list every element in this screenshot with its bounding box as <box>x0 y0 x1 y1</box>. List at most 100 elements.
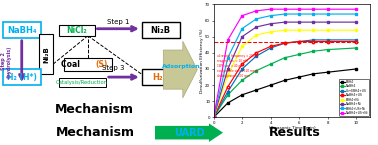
NaBH4+US <box>211 117 216 118</box>
EBH4+Ni <box>311 29 316 31</box>
NaBH4+US+Ni <box>226 39 230 41</box>
NaBH4+US <box>354 41 358 42</box>
Co+EBH4+US <box>226 91 230 93</box>
Text: Step 2
(hydrolysis): Step 2 (hydrolysis) <box>1 45 12 78</box>
Legend: EBH4, NaBH4, Co+EBH4+US, NaBH4+US, EBH4+Ni, NaBH4+Ni, EBH4+US+Ni, NaBH4+US+Ni: EBH4, NaBH4, Co+EBH4+US, NaBH4+US, EBH4+… <box>339 79 369 116</box>
Line: EBH4: EBH4 <box>212 68 358 119</box>
NaBH4+US+Ni <box>311 8 316 10</box>
EBH4 <box>268 84 273 86</box>
EBH4 <box>325 71 330 73</box>
NaBH4+US <box>268 46 273 47</box>
NaBH4+US <box>325 41 330 42</box>
Text: Results: Results <box>269 126 321 139</box>
NaBH4 <box>211 117 216 118</box>
NaBH4+US <box>254 52 259 54</box>
Line: EBH4+US+Ni: EBH4+US+Ni <box>212 13 358 119</box>
Text: (S): (S) <box>95 60 108 69</box>
EBH4 <box>297 76 301 78</box>
NaBH4+US+Ni <box>354 8 358 10</box>
Line: Co+EBH4+US: Co+EBH4+US <box>212 39 358 119</box>
EBH4+Ni <box>297 29 301 31</box>
NaBH4 <box>297 54 301 55</box>
EBH4+US+Ni <box>325 13 330 15</box>
Text: Ni₂B: Ni₂B <box>43 46 49 63</box>
FancyBboxPatch shape <box>142 22 180 38</box>
Line: NaBH4: NaBH4 <box>212 47 358 119</box>
Text: Adsorption: Adsorption <box>162 65 201 69</box>
NaBH4+Ni <box>211 117 216 118</box>
FancyBboxPatch shape <box>59 25 94 36</box>
EBH4+Ni <box>240 46 244 47</box>
Text: H₂ (H*): H₂ (H*) <box>7 73 37 82</box>
NaBH4+US+Ni <box>325 8 330 10</box>
EBH4 <box>254 89 259 91</box>
NaBH4 <box>325 49 330 50</box>
Co+EBH4+US <box>268 47 273 49</box>
EBH4+US+Ni <box>297 13 301 15</box>
EBH4+US+Ni <box>240 28 244 29</box>
NaBH4+US <box>311 41 316 42</box>
NaBH4+US <box>240 63 244 65</box>
FancyBboxPatch shape <box>3 69 41 85</box>
NaBH4+US+Ni <box>254 10 259 12</box>
EBH4 <box>226 102 230 104</box>
NaBH4+Ni <box>254 26 259 28</box>
NaBH4+US+Ni <box>240 15 244 17</box>
NaBH4+Ni <box>354 21 358 23</box>
NaBH4 <box>254 70 259 71</box>
Text: UARD: UARD <box>174 128 204 138</box>
NaBH4 <box>240 79 244 81</box>
NaBH4+US <box>297 41 301 42</box>
NaBH4+US <box>283 42 287 44</box>
EBH4+Ni <box>254 34 259 36</box>
Co+EBH4+US <box>240 68 244 70</box>
Co+EBH4+US <box>297 41 301 42</box>
FancyBboxPatch shape <box>39 34 53 74</box>
NaBH4+Ni <box>283 21 287 23</box>
FancyArrow shape <box>163 41 197 98</box>
Text: ultrasonic frequency = 20 kHz
reagent con. = 10 mM
CWS con. = 40 g/L
coal partic: ultrasonic frequency = 20 kHz reagent co… <box>217 54 258 78</box>
FancyBboxPatch shape <box>59 78 106 87</box>
FancyBboxPatch shape <box>142 69 180 85</box>
EBH4+US+Ni <box>211 117 216 118</box>
EBH4 <box>240 94 244 96</box>
Co+EBH4+US <box>283 42 287 44</box>
EBH4+Ni <box>354 29 358 31</box>
FancyBboxPatch shape <box>64 58 112 71</box>
Line: NaBH4+Ni: NaBH4+Ni <box>212 21 358 119</box>
Co+EBH4+US <box>254 55 259 57</box>
EBH4+US+Ni <box>226 57 230 59</box>
NaBH4+Ni <box>226 68 230 70</box>
Co+EBH4+US <box>325 39 330 41</box>
EBH4+US+Ni <box>311 13 316 15</box>
Text: Mechanism: Mechanism <box>56 126 135 139</box>
EBH4 <box>354 68 358 70</box>
NaBH4+US+Ni <box>268 8 273 10</box>
Text: Catalysis/Reduction: Catalysis/Reduction <box>56 80 108 85</box>
Text: Mechanism: Mechanism <box>55 103 134 116</box>
NaBH4+Ni <box>240 36 244 38</box>
Line: EBH4+Ni: EBH4+Ni <box>212 29 358 119</box>
FancyArrow shape <box>155 123 223 142</box>
Text: Step 1: Step 1 <box>107 19 129 25</box>
Text: Ni₂B: Ni₂B <box>150 26 171 35</box>
Text: H₂S: H₂S <box>152 73 169 82</box>
NaBH4+Ni <box>325 21 330 23</box>
NaBH4 <box>283 57 287 59</box>
EBH4+US+Ni <box>283 13 287 15</box>
EBH4+US+Ni <box>254 18 259 20</box>
NaBH4+US+Ni <box>283 8 287 10</box>
Co+EBH4+US <box>354 39 358 41</box>
EBH4+Ni <box>211 117 216 118</box>
NaBH4+Ni <box>297 21 301 23</box>
Text: Coal: Coal <box>61 60 82 69</box>
Co+EBH4+US <box>211 117 216 118</box>
X-axis label: Ultrasonic Time (min): Ultrasonic Time (min) <box>269 126 315 130</box>
EBH4+Ni <box>325 29 330 31</box>
NaBH4 <box>268 63 273 65</box>
FancyBboxPatch shape <box>3 22 41 38</box>
Text: NiCl₂: NiCl₂ <box>66 26 87 35</box>
NaBH4+US+Ni <box>297 8 301 10</box>
EBH4+Ni <box>268 31 273 33</box>
Co+EBH4+US <box>311 39 316 41</box>
